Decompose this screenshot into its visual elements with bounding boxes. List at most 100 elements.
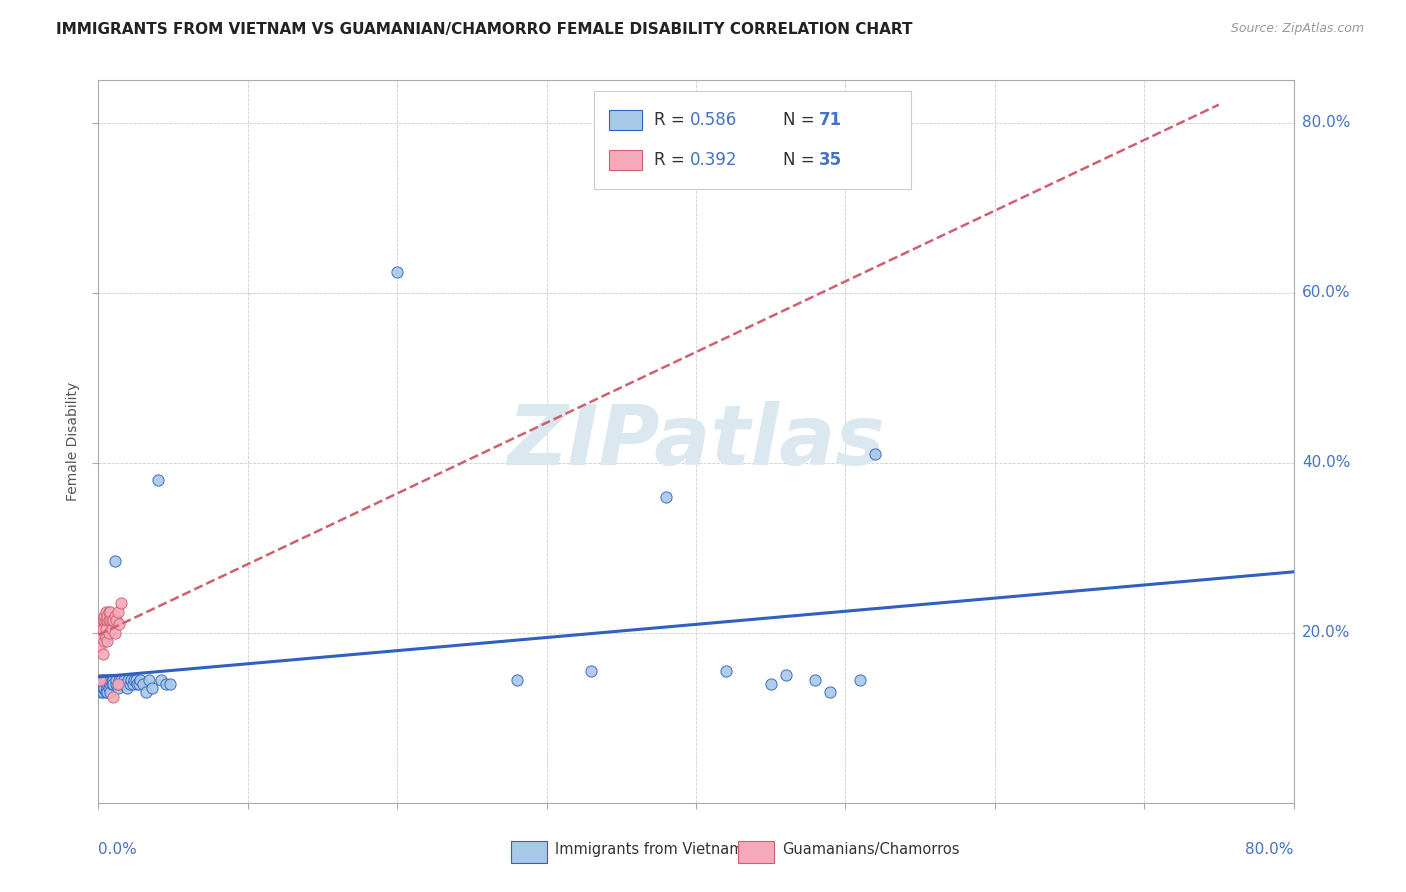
Point: [91, 677, 114, 691]
Point: [90, 681, 112, 695]
Point: [135, 685, 157, 699]
Point: [91, 622, 114, 636]
Point: [91, 681, 114, 695]
Point: [97, 625, 120, 640]
Point: [105, 613, 128, 627]
Text: Source: ZipAtlas.com: Source: ZipAtlas.com: [1230, 22, 1364, 36]
Point: [90, 673, 112, 687]
Point: [105, 677, 128, 691]
Text: 80.0%: 80.0%: [1302, 115, 1350, 130]
Point: [132, 677, 155, 691]
Point: [91, 613, 114, 627]
Text: Immigrants from Vietnam: Immigrants from Vietnam: [555, 842, 744, 857]
Point: [103, 673, 125, 687]
Point: [94, 605, 117, 619]
Point: [128, 677, 150, 691]
Point: [94, 677, 117, 691]
Point: [104, 625, 127, 640]
Text: ZIPatlas: ZIPatlas: [508, 401, 884, 482]
Text: R =: R =: [654, 111, 690, 129]
Point: [96, 673, 118, 687]
Point: [91, 677, 114, 691]
Point: [107, 677, 129, 691]
Point: [108, 617, 131, 632]
Y-axis label: Female Disability: Female Disability: [66, 382, 80, 501]
Point: [129, 673, 152, 687]
Point: [101, 613, 124, 627]
Bar: [609, 110, 643, 130]
Point: [105, 673, 128, 687]
Text: 20.0%: 20.0%: [1302, 625, 1350, 640]
Point: [98, 677, 122, 691]
Point: [117, 673, 139, 687]
Text: 0.0%: 0.0%: [98, 842, 138, 856]
Point: [97, 673, 120, 687]
Point: [150, 673, 173, 687]
Point: [159, 677, 181, 691]
Point: [96, 681, 118, 695]
Point: [90, 622, 112, 636]
Point: [91, 647, 114, 661]
Point: [107, 681, 129, 695]
Point: [141, 681, 163, 695]
Bar: [510, 841, 547, 863]
Point: [90, 630, 112, 644]
Point: [775, 668, 797, 682]
Point: [118, 677, 141, 691]
Point: [655, 490, 678, 504]
Point: [114, 677, 136, 691]
Text: N =: N =: [783, 111, 820, 129]
Point: [94, 673, 117, 687]
Point: [506, 673, 529, 687]
Point: [804, 673, 827, 687]
Point: [115, 681, 138, 695]
Point: [110, 596, 132, 610]
Text: 60.0%: 60.0%: [1302, 285, 1350, 301]
Point: [103, 690, 125, 704]
Point: [96, 613, 118, 627]
Point: [97, 681, 120, 695]
Point: [101, 673, 124, 687]
Point: [127, 677, 149, 691]
Bar: [609, 150, 643, 169]
Point: [94, 630, 117, 644]
Bar: [595, 91, 911, 189]
Text: N =: N =: [783, 151, 820, 169]
Point: [93, 613, 115, 627]
Point: [91, 673, 114, 687]
Text: IMMIGRANTS FROM VIETNAM VS GUAMANIAN/CHAMORRO FEMALE DISABILITY CORRELATION CHAR: IMMIGRANTS FROM VIETNAM VS GUAMANIAN/CHA…: [56, 22, 912, 37]
Point: [103, 677, 125, 691]
Point: [93, 634, 115, 648]
Point: [94, 613, 117, 627]
Text: 71: 71: [820, 111, 842, 129]
Point: [98, 685, 122, 699]
Point: [89, 673, 111, 687]
Bar: [738, 841, 773, 863]
Text: 0.392: 0.392: [690, 151, 738, 169]
Point: [103, 613, 125, 627]
Point: [89, 639, 111, 653]
Point: [155, 677, 177, 691]
Point: [101, 677, 124, 691]
Point: [107, 677, 129, 691]
Point: [110, 673, 132, 687]
Point: [104, 553, 127, 567]
Point: [96, 677, 118, 691]
Point: [98, 673, 122, 687]
Point: [125, 673, 148, 687]
Point: [101, 622, 124, 636]
Point: [89, 673, 111, 687]
Text: R =: R =: [654, 151, 690, 169]
Point: [107, 605, 129, 619]
Point: [93, 608, 115, 623]
Point: [865, 447, 887, 461]
Point: [96, 685, 118, 699]
Point: [94, 685, 117, 699]
Point: [581, 664, 603, 678]
Point: [93, 677, 115, 691]
Point: [91, 685, 114, 699]
Text: 40.0%: 40.0%: [1302, 455, 1350, 470]
Point: [820, 685, 842, 699]
Point: [148, 473, 170, 487]
Point: [849, 673, 872, 687]
